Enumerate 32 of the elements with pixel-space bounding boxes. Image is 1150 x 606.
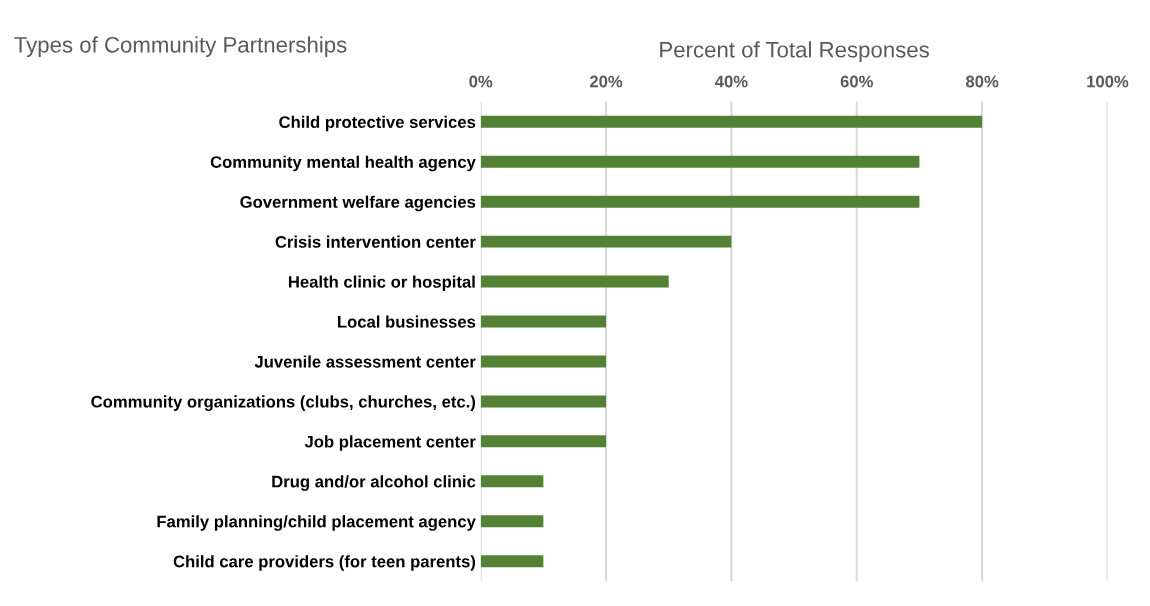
- bar: [480, 275, 669, 288]
- y-tick-label: Drug and/or alcohol clinic: [272, 475, 476, 491]
- x-tick-label: 100%: [1087, 75, 1129, 88]
- y-tick-label: Family planning/child placement agency: [157, 515, 476, 531]
- y-tick-label: Job placement center: [304, 435, 476, 451]
- bar: [480, 355, 607, 368]
- x-tick-label: 60%: [840, 75, 873, 88]
- bar: [480, 235, 732, 248]
- y-tick-label: Child protective services: [279, 115, 476, 132]
- y-tick-label: Child care providers (for teen parents): [173, 555, 476, 571]
- y-tick-label: Community organizations (clubs, churches, etc.): [91, 395, 476, 411]
- bar: [480, 515, 544, 528]
- x-tick-label: 0%: [469, 75, 493, 88]
- y-tick-label: Health clinic or hospital: [288, 275, 475, 292]
- bar: [480, 115, 983, 128]
- bar: [480, 435, 607, 448]
- bar: [480, 395, 607, 408]
- y-tick-label: Local businesses: [338, 315, 476, 328]
- x-tick-label: 80%: [965, 75, 999, 88]
- y-tick-label: Juvenile assessment center: [254, 355, 476, 368]
- bar: [480, 475, 544, 488]
- y-tick-label: Crisis intervention center: [275, 235, 476, 248]
- bar: [480, 155, 920, 168]
- bar: [480, 195, 920, 208]
- y-axis-title: Types of Community Partnerships: [14, 36, 347, 58]
- y-tick-label: Government welfare agencies: [240, 195, 476, 212]
- chart-title: Percent of Total Responses: [660, 41, 929, 62]
- bar: [480, 555, 544, 568]
- bar: [480, 315, 607, 328]
- x-tick-label: 20%: [589, 75, 623, 88]
- x-tick-label: 40%: [714, 75, 748, 88]
- y-tick-label: Community mental health agency: [210, 155, 476, 172]
